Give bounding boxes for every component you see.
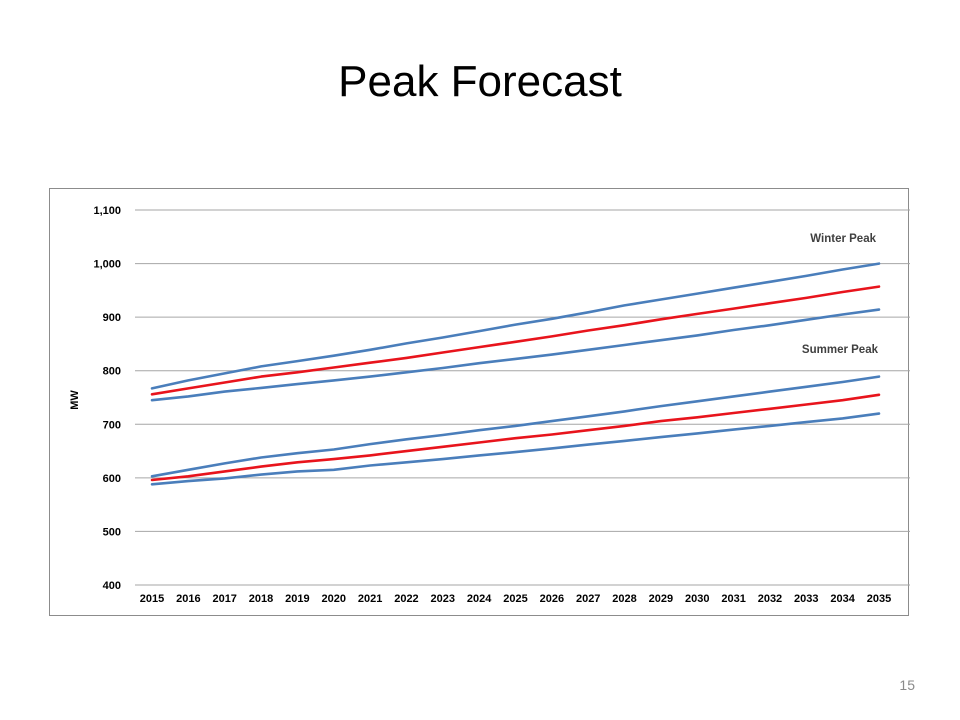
- y-tick-label: 800: [103, 366, 121, 378]
- slide-number: 15: [899, 677, 915, 693]
- series-line-4: [150, 375, 881, 478]
- y-tick-label: 400: [103, 580, 121, 592]
- series-line-6: [150, 412, 881, 486]
- y-tick-label: 700: [103, 419, 121, 431]
- x-tick-label: 2021: [358, 593, 382, 605]
- y-tick-label: 1,100: [93, 205, 121, 217]
- y-axis-label: MW: [69, 390, 81, 410]
- y-tick-label: 900: [103, 312, 121, 324]
- x-tick-label: 2022: [394, 593, 418, 605]
- x-tick-label: 2027: [576, 593, 600, 605]
- series-line-1: [150, 262, 881, 390]
- x-tick-label: 2018: [249, 593, 273, 605]
- x-tick-labels: 2015 2016 2017 2018 2019 2020 2021 2022 2023 2024…: [140, 593, 891, 605]
- x-tick-label: 2034: [830, 593, 855, 605]
- x-tick-label: 2028: [612, 593, 636, 605]
- y-tick-labels: 400 500 600 700 800 900 1,000 1,100: [93, 205, 121, 592]
- x-tick-label: 2033: [794, 593, 818, 605]
- line-chart: 400 500 600 700 800 900 1,000 1,100 2015 2016 201…: [49, 188, 910, 616]
- x-tick-label: 2026: [540, 593, 564, 605]
- y-tick-label: 1,000: [93, 259, 121, 271]
- x-tick-label: 2031: [721, 593, 745, 605]
- x-tick-label: 2015: [140, 593, 164, 605]
- x-tick-label: 2035: [867, 593, 891, 605]
- series-line-5: [150, 393, 881, 482]
- series-lines: [150, 262, 881, 486]
- slide-title: Peak Forecast: [338, 57, 622, 106]
- series-line-2: [150, 285, 881, 396]
- series-line-3: [150, 308, 881, 402]
- winter-peak-annotation: Winter Peak: [810, 233, 876, 245]
- y-tick-label: 600: [103, 473, 121, 485]
- y-tick-label: 500: [103, 526, 121, 538]
- x-tick-label: 2024: [467, 593, 492, 605]
- x-tick-label: 2019: [285, 593, 309, 605]
- x-tick-label: 2032: [758, 593, 782, 605]
- x-tick-label: 2017: [212, 593, 236, 605]
- x-tick-label: 2025: [503, 593, 527, 605]
- x-tick-label: 2023: [431, 593, 455, 605]
- summer-peak-annotation: Summer Peak: [802, 344, 879, 356]
- x-tick-label: 2029: [649, 593, 673, 605]
- x-tick-label: 2016: [176, 593, 200, 605]
- x-tick-label: 2030: [685, 593, 709, 605]
- x-tick-label: 2020: [322, 593, 346, 605]
- gridlines: [135, 209, 910, 586]
